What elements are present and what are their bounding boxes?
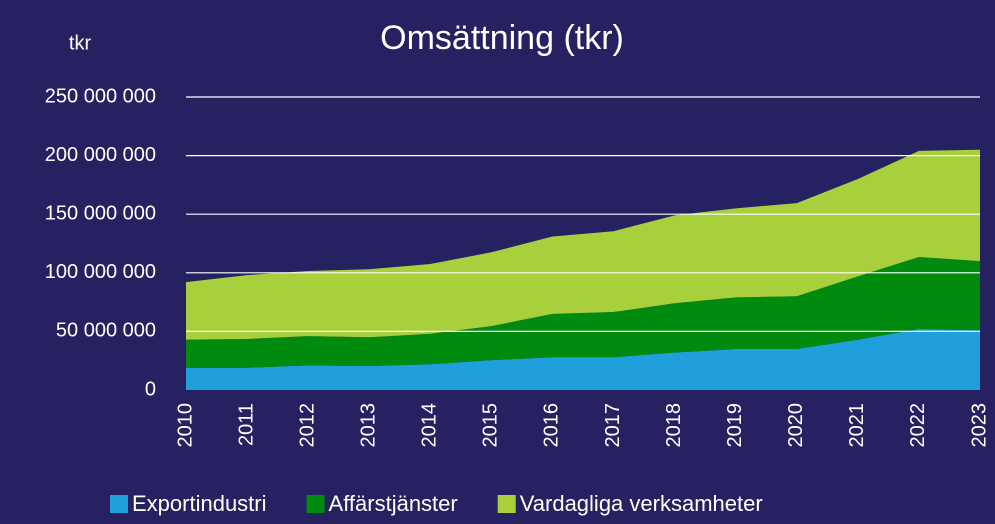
x-tick-label: 2017 xyxy=(602,403,624,448)
area xyxy=(186,329,980,390)
x-tick-label: 2012 xyxy=(296,403,318,448)
x-tick-label: 2015 xyxy=(480,403,502,448)
x-tick-label: 2023 xyxy=(968,403,990,448)
y-axis-label: tkr xyxy=(69,32,92,54)
chart-title: Omsättning (tkr) xyxy=(380,19,624,57)
area xyxy=(186,149,980,340)
y-tick-label: 100 000 000 xyxy=(45,261,156,283)
legend-swatch xyxy=(306,495,325,513)
legend-label: Vardagliga verksamheter xyxy=(520,491,763,516)
y-tick-label: 200 000 000 xyxy=(45,144,156,166)
x-tick-label: 2014 xyxy=(419,403,441,448)
legend-swatch xyxy=(497,495,516,513)
y-tick-label: 250 000 000 xyxy=(45,85,156,107)
x-tick-label: 2018 xyxy=(663,403,685,448)
x-tick-label: 2019 xyxy=(724,403,746,448)
x-tick-label: 2011 xyxy=(235,403,257,446)
y-tick-label: 0 xyxy=(145,378,156,400)
legend-label: Exportindustri xyxy=(132,491,267,516)
area xyxy=(186,256,980,368)
x-tick-label: 2020 xyxy=(785,403,807,448)
y-tick-label: 150 000 000 xyxy=(45,202,156,224)
x-tick-label: 2010 xyxy=(174,403,196,448)
x-tick-label: 2013 xyxy=(358,403,380,448)
legend-swatch xyxy=(110,495,128,513)
legend-label: Affärstjänster xyxy=(329,491,458,516)
y-tick-label: 50 000 000 xyxy=(56,320,156,342)
x-tick-label: 2021 xyxy=(846,403,868,448)
x-tick-label: 2022 xyxy=(907,403,929,448)
x-tick-label: 2016 xyxy=(541,403,563,448)
